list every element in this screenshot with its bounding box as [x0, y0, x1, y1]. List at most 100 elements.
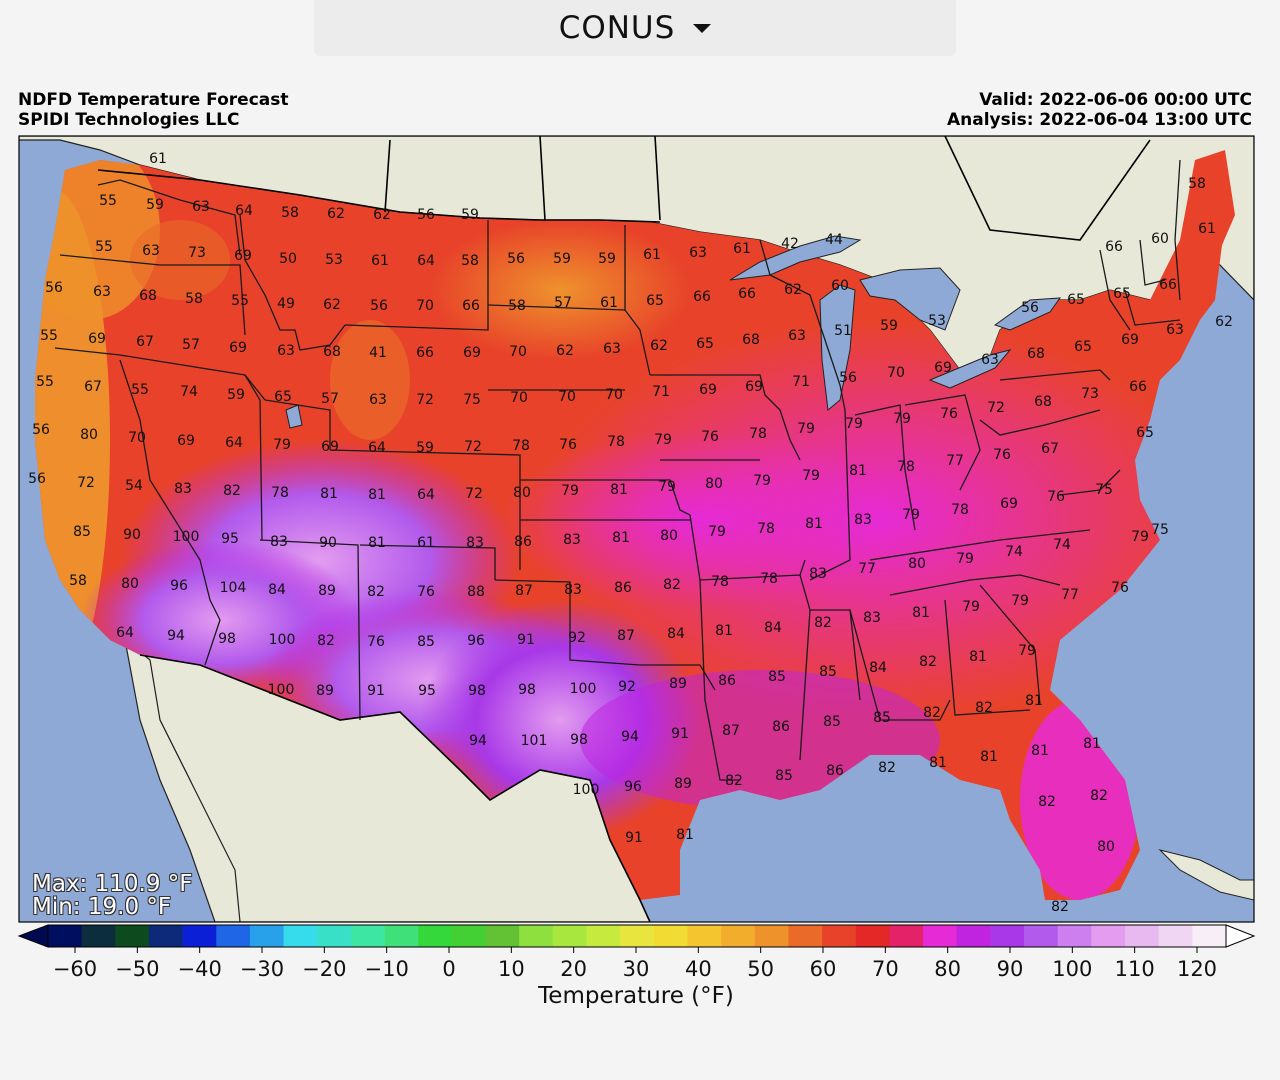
temperature-label: 58 [69, 573, 87, 589]
temperature-label: 100 [173, 529, 200, 545]
temperature-label: 57 [321, 391, 339, 407]
temperature-label: 96 [170, 578, 188, 594]
temperature-label: 56 [1021, 300, 1039, 316]
temperature-label: 77 [858, 561, 876, 577]
temperature-label: 82 [814, 615, 832, 631]
temperature-label: 78 [271, 485, 289, 501]
temperature-label: 66 [693, 289, 711, 305]
temperature-label: 79 [797, 421, 815, 437]
map-title: NDFD Temperature Forecast [18, 90, 289, 110]
temperature-label: 76 [417, 584, 435, 600]
temperature-label: 89 [674, 776, 692, 792]
temperature-label: 53 [325, 252, 343, 268]
colorbar-swatch [586, 925, 621, 947]
temperature-label: 53 [928, 313, 946, 329]
temperature-label: 98 [570, 732, 588, 748]
temperature-label: 76 [701, 429, 719, 445]
valid-time: Valid: 2022-06-06 00:00 UTC [979, 90, 1252, 110]
temperature-label: 82 [919, 654, 937, 670]
colorbar-swatch [384, 925, 419, 947]
temperature-label: 79 [753, 473, 771, 489]
temperature-label: 65 [1074, 339, 1092, 355]
state-borders [54, 159, 1181, 781]
temperature-label: 81 [320, 486, 338, 502]
temperature-label: 92 [568, 630, 586, 646]
colorbar-swatch [519, 925, 554, 947]
temperature-label: 55 [131, 382, 149, 398]
temperature-label: 78 [897, 459, 915, 475]
temperature-label: 76 [1047, 489, 1065, 505]
temperature-label: 86 [718, 673, 736, 689]
temperature-label: 55 [95, 239, 113, 255]
temperature-label: 80 [908, 556, 926, 572]
temperature-label: 65 [1136, 425, 1154, 441]
temperature-label: 61 [733, 241, 751, 257]
temperature-label: 79 [1131, 529, 1149, 545]
temperature-label: 59 [146, 197, 164, 213]
colorbar-swatch [855, 925, 890, 947]
temperature-label: 79 [845, 416, 863, 432]
temperature-label: 91 [367, 683, 385, 699]
temperature-label: 86 [826, 763, 844, 779]
temperature-label: 81 [715, 623, 733, 639]
temperature-label: 41 [369, 345, 387, 361]
temperature-label: 69 [88, 331, 106, 347]
colorbar-swatch [350, 925, 386, 947]
colorbar-tick-label: 30 [623, 957, 650, 981]
temperature-label: 96 [624, 779, 642, 795]
colorbar-tick-label: −10 [365, 957, 409, 981]
temperature-label: 55 [231, 293, 249, 309]
colorbar-tick-label: −60 [53, 957, 97, 981]
temperature-label: 77 [1061, 587, 1079, 603]
temperature-label: 67 [136, 334, 154, 350]
region-dropdown[interactable]: CONUS [314, 0, 956, 56]
analysis-time: Analysis: 2022-06-04 13:00 UTC [947, 110, 1252, 130]
temperature-label: 60 [831, 278, 849, 294]
temperature-label: 63 [277, 343, 295, 359]
temperature-label: 68 [139, 288, 157, 304]
temperature-label: 72 [987, 400, 1005, 416]
temperature-label: 79 [1011, 593, 1029, 609]
colorbar-tick-label: 0 [442, 957, 455, 981]
temperature-label: 100 [268, 682, 295, 698]
temperature-label: 55 [36, 374, 54, 390]
temperature-label: 91 [625, 830, 643, 846]
temperature-label: 80 [705, 476, 723, 492]
temperature-label: 76 [940, 406, 958, 422]
temperature-label: 79 [893, 411, 911, 427]
colorbar-tick-label: 70 [872, 957, 899, 981]
temperature-label: 42 [781, 236, 799, 252]
temperature-label: 75 [1151, 522, 1169, 538]
colorbar-tick-label: 40 [685, 957, 712, 981]
temperature-label: 82 [1051, 899, 1069, 915]
colorbar-tick-label: 50 [747, 957, 774, 981]
temperature-label: 82 [663, 577, 681, 593]
temperature-label: 98 [218, 631, 236, 647]
temperature-label: 79 [658, 479, 676, 495]
temperature-label: 49 [277, 296, 295, 312]
temperature-label: 82 [1090, 788, 1108, 804]
colorbar-swatch [889, 925, 924, 947]
temperature-label: 76 [1111, 580, 1129, 596]
colorbar-swatch [1057, 925, 1092, 947]
temperature-label: 64 [417, 487, 435, 503]
temperature-label: 83 [863, 610, 881, 626]
temperature-label: 64 [417, 253, 435, 269]
temperature-label: 73 [188, 245, 206, 261]
temperature-label: 69 [1121, 332, 1139, 348]
temperature-label: 81 [980, 749, 998, 765]
temperature-label: 55 [99, 193, 117, 209]
temperature-label: 95 [221, 531, 239, 547]
temperature-label: 68 [1034, 394, 1052, 410]
colorbar-swatch [552, 925, 588, 947]
temperature-label: 88 [467, 584, 485, 600]
temperature-label: 66 [1105, 239, 1123, 255]
colorbar-swatch [1125, 925, 1160, 947]
temperature-label: 79 [654, 432, 672, 448]
temperature-label: 63 [603, 341, 621, 357]
colorbar-swatch [956, 925, 991, 947]
temperature-label: 78 [951, 502, 969, 518]
temperature-label: 72 [77, 475, 95, 491]
temperature-label: 91 [671, 726, 689, 742]
